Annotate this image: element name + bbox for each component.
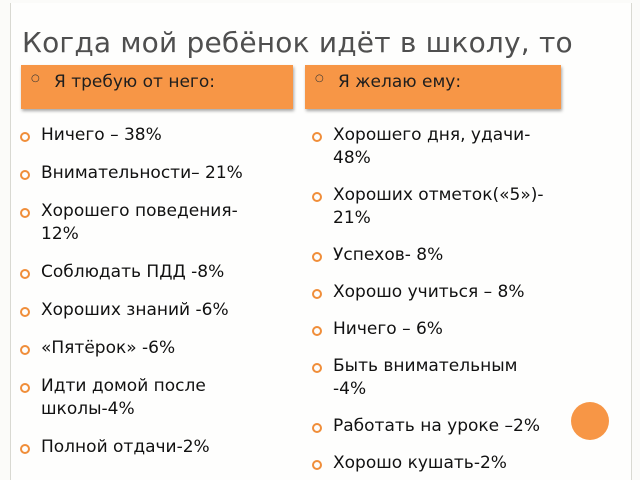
bullet-icon (20, 269, 30, 279)
bullet-icon (20, 345, 30, 355)
list-item: Идти домой после школы-4% (20, 375, 290, 421)
list-item: Хорошо учиться – 8% (312, 281, 572, 304)
left-list: Ничего – 38% Внимательности– 21% Хорошег… (20, 124, 290, 474)
list-item: Хороших знаний -6% (20, 299, 290, 322)
decorative-circle (571, 402, 609, 440)
list-item: «Пятёрок» -6% (20, 337, 290, 360)
left-header-label: Я требую от него: (54, 72, 215, 92)
header-bullet-icon: ○ (31, 73, 40, 84)
bullet-icon (312, 252, 322, 262)
list-item: Полной отдачи-2% (20, 436, 290, 459)
list-item: Успехов- 8% (312, 244, 572, 267)
bullet-icon (20, 444, 30, 454)
list-item: Хорошего поведения- 12% (20, 200, 290, 246)
list-item: Ничего – 38% (20, 124, 290, 147)
list-item: Внимательности– 21% (20, 162, 290, 185)
right-list: Хорошего дня, удачи- 48% Хороших отметок… (312, 124, 572, 489)
bullet-icon (20, 208, 30, 218)
bullet-icon (312, 132, 322, 142)
bullet-icon (20, 170, 30, 180)
bullet-icon (312, 423, 322, 433)
bullet-icon (20, 383, 30, 393)
right-header-label: Я желаю ему: (338, 72, 462, 92)
bullet-icon (20, 132, 30, 142)
list-item: Быть внимательным -4% (312, 355, 572, 401)
bullet-icon (312, 326, 322, 336)
header-bullet-icon: ○ (315, 73, 324, 84)
list-item: Хорошо кушать-2% (312, 452, 572, 475)
bullet-icon (20, 307, 30, 317)
bullet-icon (312, 363, 322, 373)
list-item: Работать на уроке –2% (312, 415, 572, 438)
list-item: Хороших отметок(«5»)- 21% (312, 184, 572, 230)
left-column-header: ○ Я требую от него: (21, 65, 293, 109)
bullet-icon (312, 460, 322, 470)
list-item: Хорошего дня, удачи- 48% (312, 124, 572, 170)
list-item: Ничего – 6% (312, 318, 572, 341)
bullet-icon (312, 192, 322, 202)
slide-title: Когда мой ребёнок идёт в школу, то (22, 26, 573, 59)
right-column-header: ○ Я желаю ему: (305, 65, 561, 109)
bullet-icon (312, 289, 322, 299)
list-item: Соблюдать ПДД -8% (20, 261, 290, 284)
